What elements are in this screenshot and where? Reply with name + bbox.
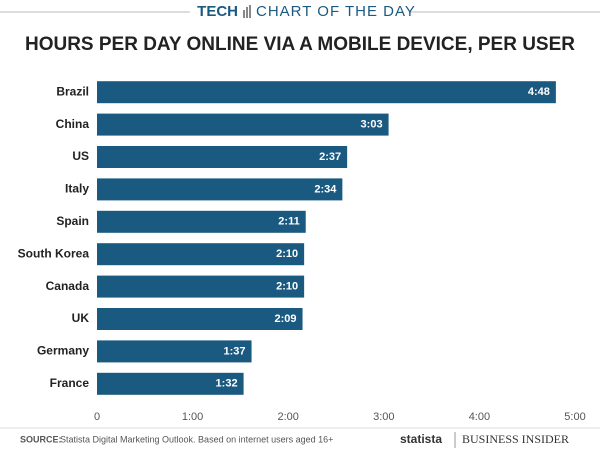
y-tick-label: Canada	[46, 279, 90, 293]
bar	[97, 178, 343, 201]
x-tick-label: 3:00	[373, 411, 394, 423]
x-tick-label: 5:00	[564, 411, 585, 423]
x-tick-label: 4:00	[469, 411, 490, 423]
bar	[97, 340, 252, 363]
logo-statista: statista	[400, 432, 442, 446]
bar	[97, 210, 306, 233]
header-label: CHART OF THE DAY	[256, 3, 416, 20]
source: Statista Digital Marketing Outlook. Base…	[60, 434, 333, 444]
value-label: 2:37	[319, 151, 341, 163]
y-tick-label: Italy	[65, 182, 89, 196]
value-label: 1:32	[216, 378, 238, 390]
value-label: 2:09	[275, 313, 297, 325]
y-tick-label: UK	[72, 311, 90, 325]
x-tick-label: 2:00	[277, 411, 298, 423]
header-icon	[243, 5, 251, 18]
bar	[97, 372, 244, 395]
y-tick-label: Germany	[37, 344, 89, 358]
x-tick-label: 0	[94, 411, 100, 423]
value-label: 2:10	[276, 248, 298, 260]
bar	[97, 275, 305, 298]
value-label: 1:37	[224, 345, 246, 357]
y-tick-label: Spain	[56, 214, 89, 228]
bar	[97, 113, 389, 136]
y-tick-label: South Korea	[18, 246, 90, 260]
bar	[97, 146, 348, 168]
bar	[97, 308, 303, 330]
y-tick-label: China	[56, 117, 90, 131]
source-label: SOURCE:	[20, 434, 62, 444]
value-label: 2:10	[276, 281, 298, 293]
header-section: TECH	[197, 3, 238, 20]
value-label: 4:48	[528, 86, 550, 98]
value-label: 2:34	[314, 183, 337, 195]
chart-title: HOURS PER DAY ONLINE VIA A MOBILE DEVICE…	[25, 34, 575, 55]
logo-bi: BUSINESS INSIDER	[462, 432, 569, 446]
bar	[97, 243, 305, 266]
value-label: 2:11	[278, 216, 299, 228]
x-tick-label: 1:00	[182, 411, 203, 423]
y-tick-label: Brazil	[56, 84, 89, 98]
y-tick-label: France	[50, 376, 90, 390]
y-tick-label: US	[72, 149, 89, 163]
value-label: 3:03	[361, 119, 383, 131]
bar	[97, 81, 556, 104]
